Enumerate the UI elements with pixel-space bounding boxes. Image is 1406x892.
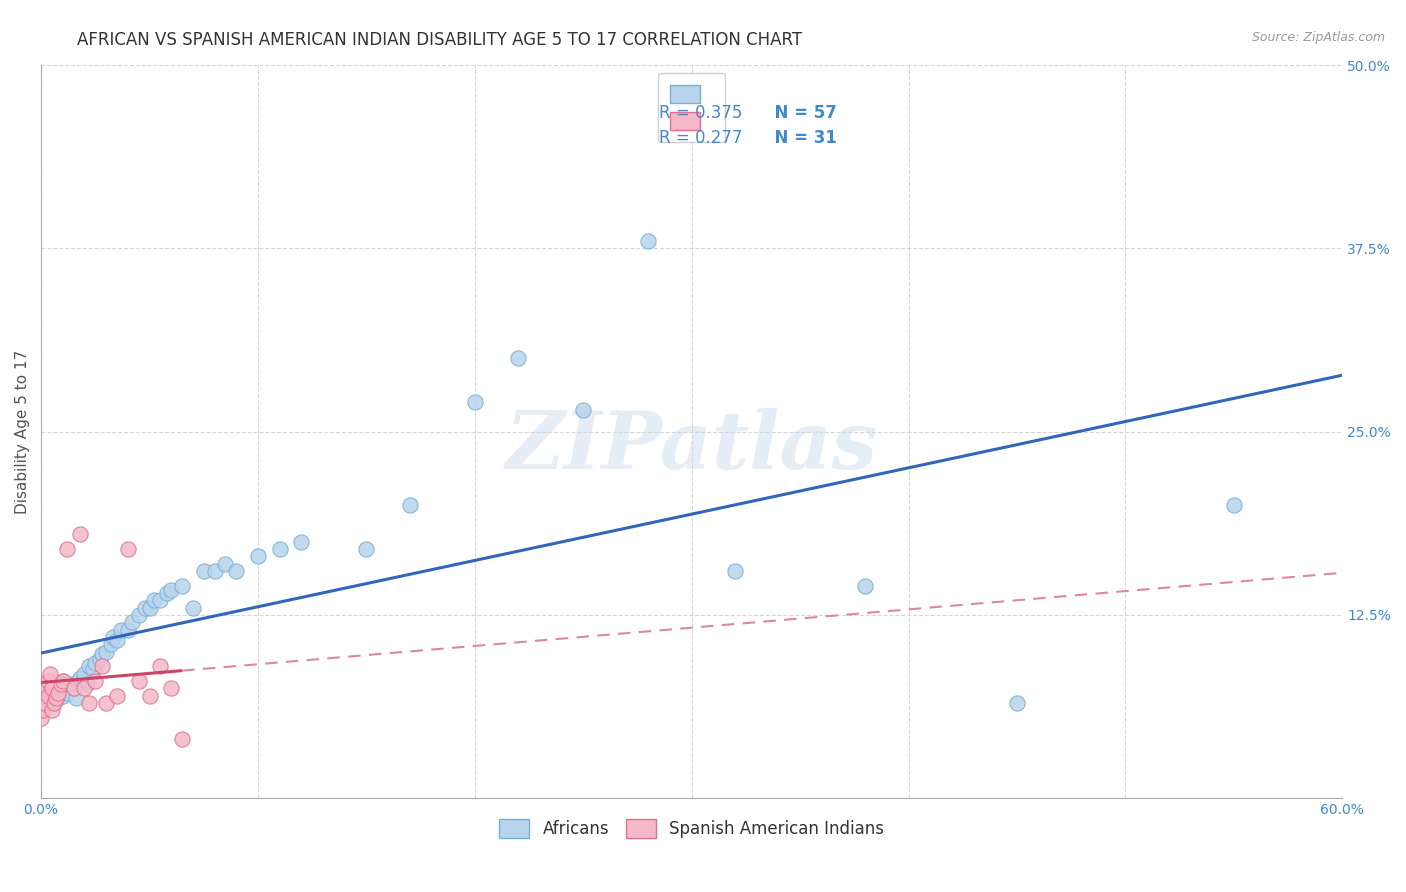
Text: R = 0.277: R = 0.277 <box>659 129 742 147</box>
Point <box>32 689 55 703</box>
Point <box>105 689 128 703</box>
Point <box>398 498 420 512</box>
Point <box>225 564 247 578</box>
Point <box>65 691 87 706</box>
Y-axis label: Disability Age 5 to 17: Disability Age 5 to 17 <box>15 350 30 514</box>
Point <box>128 607 150 622</box>
Point <box>84 673 107 688</box>
Point <box>37 673 59 688</box>
Point <box>356 541 378 556</box>
Point <box>69 527 91 541</box>
Point <box>72 675 94 690</box>
Point <box>42 696 65 710</box>
Point <box>56 685 79 699</box>
Point <box>58 677 80 691</box>
Point <box>160 582 183 597</box>
Point <box>142 593 165 607</box>
Point <box>508 351 530 366</box>
Point <box>105 632 128 647</box>
Point <box>52 689 75 703</box>
Point <box>1223 498 1246 512</box>
Point <box>77 696 100 710</box>
Point <box>100 637 122 651</box>
Point <box>853 578 876 592</box>
Point <box>117 541 139 556</box>
Point <box>96 644 118 658</box>
Point <box>66 673 89 688</box>
Point <box>246 549 269 564</box>
Point <box>42 696 65 710</box>
Point <box>269 541 291 556</box>
Point <box>134 600 156 615</box>
Point <box>214 557 236 571</box>
Point <box>101 630 124 644</box>
Point <box>77 659 100 673</box>
Point <box>45 689 67 703</box>
Point <box>138 600 160 615</box>
Text: AFRICAN VS SPANISH AMERICAN INDIAN DISABILITY AGE 5 TO 17 CORRELATION CHART: AFRICAN VS SPANISH AMERICAN INDIAN DISAB… <box>77 31 803 49</box>
Point <box>48 691 70 706</box>
Point <box>204 564 226 578</box>
Point <box>156 586 179 600</box>
Text: R = 0.375: R = 0.375 <box>659 103 742 121</box>
Text: ZIPatlas: ZIPatlas <box>506 408 877 485</box>
Point <box>138 689 160 703</box>
Point <box>637 234 659 248</box>
Point <box>38 666 60 681</box>
Point <box>49 677 72 691</box>
Point <box>34 681 56 696</box>
Point <box>73 666 96 681</box>
Point <box>62 681 84 696</box>
Point <box>464 395 486 409</box>
Point <box>49 681 72 696</box>
Point <box>724 564 747 578</box>
Point <box>89 652 111 666</box>
Point <box>160 681 183 696</box>
Text: Source: ZipAtlas.com: Source: ZipAtlas.com <box>1251 31 1385 45</box>
Point <box>170 732 193 747</box>
Point <box>56 541 79 556</box>
Point <box>69 671 91 685</box>
Point <box>84 657 107 671</box>
Point <box>181 600 204 615</box>
Point <box>52 673 75 688</box>
Point <box>62 681 84 696</box>
Text: N = 57: N = 57 <box>763 103 837 121</box>
Point <box>41 703 63 717</box>
Point <box>149 593 172 607</box>
Point <box>34 696 56 710</box>
Point <box>96 696 118 710</box>
Point <box>30 710 52 724</box>
Point <box>170 578 193 592</box>
Point <box>82 662 104 676</box>
Text: N = 31: N = 31 <box>763 129 837 147</box>
Point <box>76 677 98 691</box>
Point <box>32 703 55 717</box>
Point <box>572 402 595 417</box>
Point <box>52 673 75 688</box>
Point <box>117 623 139 637</box>
Point <box>34 696 56 710</box>
Point <box>48 685 70 699</box>
Point <box>128 673 150 688</box>
Point <box>110 623 132 637</box>
Point <box>41 685 63 699</box>
Point <box>290 534 312 549</box>
Point <box>90 659 112 673</box>
Point <box>90 648 112 662</box>
Legend: Africans, Spanish American Indians: Africans, Spanish American Indians <box>492 813 891 845</box>
Point <box>73 681 96 696</box>
Point <box>30 696 52 710</box>
Point <box>37 689 59 703</box>
Point <box>38 689 60 703</box>
Point <box>149 659 172 673</box>
Point <box>1005 696 1028 710</box>
Point <box>45 691 67 706</box>
Point <box>37 691 59 706</box>
Point <box>121 615 143 630</box>
Point <box>41 681 63 696</box>
Point <box>193 564 215 578</box>
